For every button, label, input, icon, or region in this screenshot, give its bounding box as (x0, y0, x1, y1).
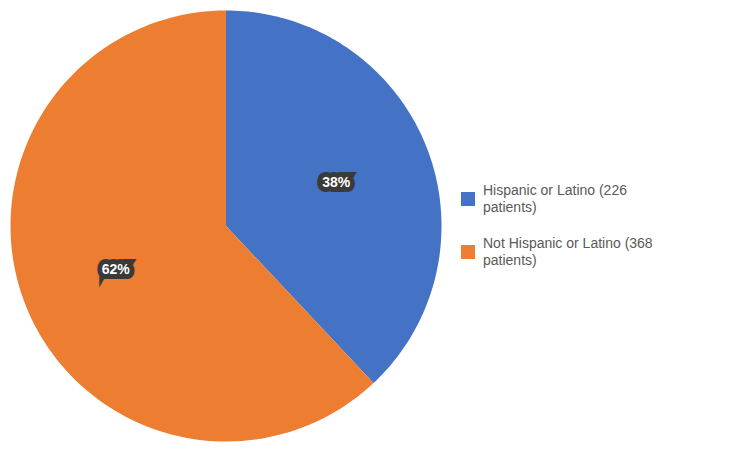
html-text:Not Hispanic or Latino (368 pa: Not Hispanic or Latino (368 patients) (483, 234, 653, 268)
svg-text:38%: 38% (322, 174, 351, 190)
html-text:Hispanic or Latino (226 patien: Hispanic or Latino (226 patients) (483, 181, 627, 215)
svg-text:62%: 62% (102, 261, 131, 277)
